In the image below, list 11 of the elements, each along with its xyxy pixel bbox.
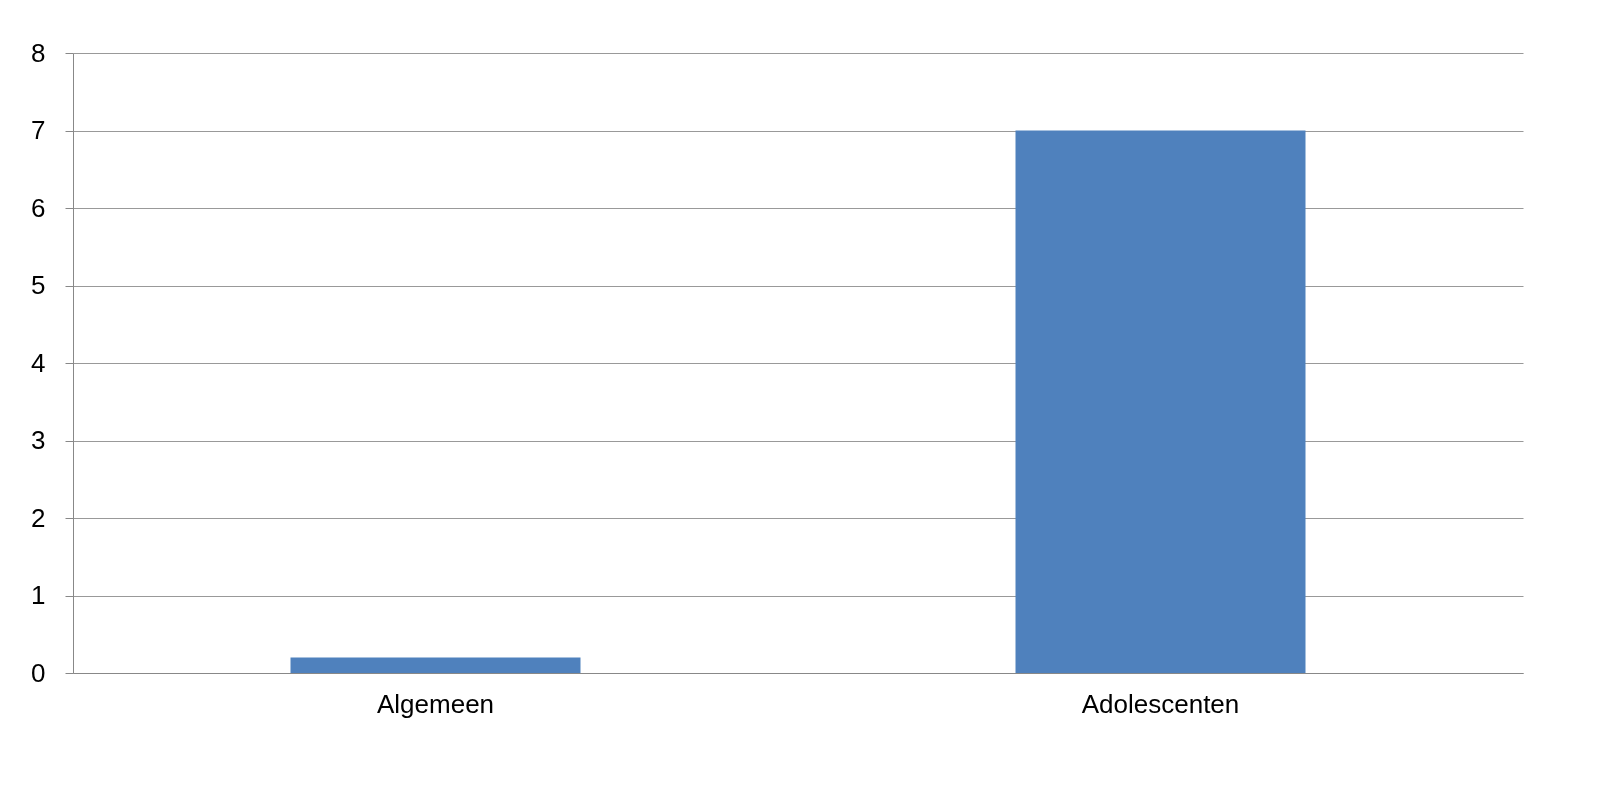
y-tick-label: 4 (31, 347, 46, 378)
y-tick-label: 5 (31, 270, 46, 300)
y-tick-label: 8 (31, 37, 46, 68)
x-tick-label: Algemeen (376, 688, 495, 719)
y-tick-label: 2 (31, 502, 46, 533)
y-tick-label: 6 (31, 192, 46, 223)
y-tick-label: 7 (31, 115, 46, 145)
y-tick-label: 0 (31, 657, 46, 688)
y-tick-label: 1 (31, 580, 46, 610)
x-tick-label: Adolescenten (1081, 688, 1240, 719)
y-tick-label: 3 (31, 425, 46, 455)
